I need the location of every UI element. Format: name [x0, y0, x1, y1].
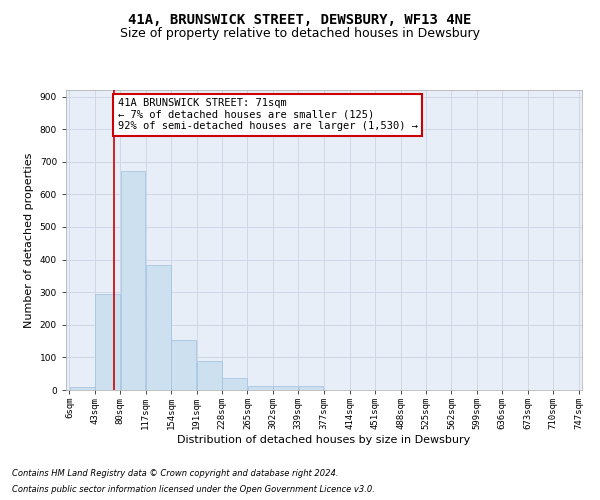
Bar — [121, 171, 145, 390]
Text: Contains public sector information licensed under the Open Government Licence v3: Contains public sector information licen… — [12, 485, 375, 494]
Text: 41A, BRUNSWICK STREET, DEWSBURY, WF13 4NE: 41A, BRUNSWICK STREET, DEWSBURY, WF13 4N… — [128, 12, 472, 26]
Text: 41A BRUNSWICK STREET: 71sqm
← 7% of detached houses are smaller (125)
92% of sem: 41A BRUNSWICK STREET: 71sqm ← 7% of deta… — [118, 98, 418, 132]
Bar — [248, 386, 272, 390]
Bar — [70, 388, 95, 390]
Y-axis label: Number of detached properties: Number of detached properties — [24, 152, 34, 328]
Bar — [172, 340, 196, 390]
Bar — [222, 378, 247, 390]
Bar — [95, 294, 120, 390]
Bar — [146, 265, 171, 390]
Bar — [273, 386, 298, 390]
Text: Size of property relative to detached houses in Dewsbury: Size of property relative to detached ho… — [120, 28, 480, 40]
X-axis label: Distribution of detached houses by size in Dewsbury: Distribution of detached houses by size … — [178, 434, 470, 445]
Bar — [299, 386, 323, 390]
Bar — [197, 360, 221, 390]
Text: Contains HM Land Registry data © Crown copyright and database right 2024.: Contains HM Land Registry data © Crown c… — [12, 468, 338, 477]
